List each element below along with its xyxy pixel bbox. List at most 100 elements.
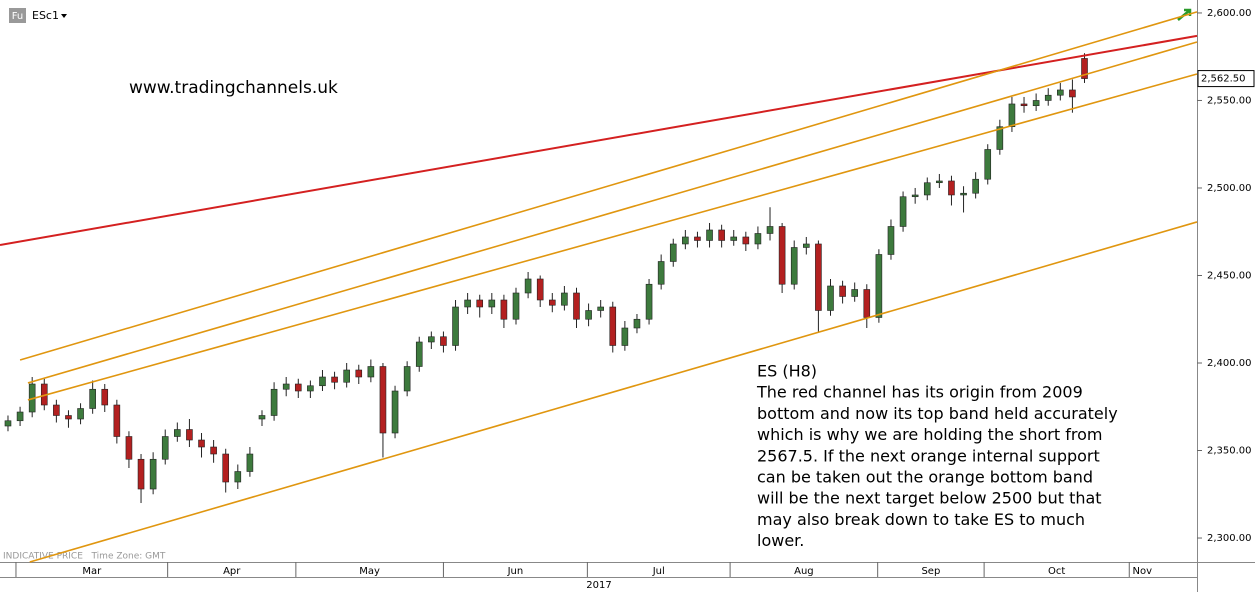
candle-body — [355, 369, 363, 378]
candle-body — [911, 194, 919, 198]
candle-body — [960, 192, 967, 196]
x-tick-label: Mar — [82, 566, 102, 577]
candle-body — [984, 149, 992, 180]
candle-body — [972, 178, 979, 194]
candle-body — [391, 390, 399, 434]
annotation-line: ES (H8) — [757, 362, 817, 381]
trend-line — [27, 73, 1198, 401]
candle-body — [161, 436, 169, 460]
candle-body — [282, 383, 290, 390]
candle-body — [863, 289, 871, 318]
x-tick-label: Apr — [223, 566, 241, 577]
candle-body — [234, 471, 242, 483]
y-tick-label: 2,400.00 — [1207, 358, 1252, 369]
candle-body — [149, 458, 157, 490]
symbol-dropdown[interactable] — [61, 14, 67, 18]
y-tick-label: 2,300.00 — [1207, 533, 1252, 544]
candle-body — [694, 236, 701, 241]
candle-body — [246, 453, 254, 472]
annotation-line: which is why we are holding the short fr… — [757, 425, 1102, 444]
candle-body — [1020, 103, 1028, 107]
y-tick-label: 2,450.00 — [1207, 270, 1252, 281]
candle-body — [827, 285, 834, 311]
symbol-badge: Fu — [12, 11, 24, 22]
candle-body — [488, 299, 496, 308]
y-tick-label: 2,550.00 — [1207, 95, 1252, 106]
candle-body — [1069, 89, 1076, 98]
candle-body — [1057, 89, 1064, 96]
last-price-box — [1197, 70, 1255, 88]
candle-body — [597, 306, 604, 311]
candle-body — [778, 226, 786, 285]
candle-body — [1032, 100, 1040, 107]
x-tick-label: Sep — [921, 566, 940, 577]
candle-body — [609, 306, 617, 346]
annotation-line: bottom and now its top band held accurat… — [757, 404, 1118, 423]
candle-body — [198, 439, 205, 448]
trend-line — [29, 221, 1198, 563]
candle-body — [101, 388, 109, 406]
x-tick-label: Aug — [794, 566, 814, 577]
candle-body — [899, 196, 907, 227]
candle-body — [561, 292, 568, 306]
candle-body — [1008, 103, 1016, 128]
candle-body — [452, 306, 459, 346]
candle-body — [766, 226, 774, 234]
candle-body — [258, 415, 266, 420]
candle-body — [815, 243, 822, 311]
annotation-line: 2567.5. If the next orange internal supp… — [757, 446, 1100, 465]
candle-body — [331, 376, 338, 383]
candle-body — [186, 429, 193, 441]
candle-body — [536, 278, 544, 301]
candle-body — [403, 366, 411, 392]
candle-body — [742, 236, 750, 245]
year-label: 2017 — [586, 580, 611, 591]
candle-body — [77, 408, 84, 420]
annotation-line: The red channel has its origin from 2009 — [756, 383, 1083, 402]
candle-body — [174, 429, 181, 437]
candle-body — [1044, 94, 1052, 101]
candle-body — [476, 299, 484, 308]
candle-body — [367, 366, 375, 378]
symbol-badge-box — [9, 8, 26, 23]
candle-body — [839, 285, 846, 297]
candle-body — [500, 299, 508, 320]
candle-body — [996, 126, 1004, 150]
annotation-line: will be the next target below 2500 but t… — [757, 489, 1102, 508]
trend-line — [19, 11, 1198, 361]
candle-body — [307, 385, 314, 392]
candle-body — [718, 229, 725, 241]
candle-body — [875, 254, 883, 318]
annotation-line: can be taken out the orange bottom band — [757, 468, 1093, 487]
candle-body — [65, 415, 72, 420]
candle-body — [343, 369, 350, 383]
candle-body — [524, 278, 532, 294]
annotation-line: may also break down to take ES to much — [757, 510, 1085, 529]
y-tick-label: 2,500.00 — [1207, 183, 1252, 194]
candle-body — [113, 404, 121, 437]
y-tick-label: 2,600.00 — [1207, 8, 1252, 19]
x-tick-label: Jun — [507, 566, 524, 577]
candle-body — [706, 229, 713, 241]
candle-body — [4, 420, 12, 427]
footer-note: INDICATIVE PRICE Time Zone: GMT — [3, 552, 166, 562]
candle-body — [222, 453, 230, 483]
candle-body — [125, 436, 133, 460]
candle-body — [137, 458, 145, 490]
candle-body — [512, 292, 520, 320]
candle-body — [440, 336, 447, 346]
x-tick-label: May — [359, 566, 380, 577]
candle-body — [730, 236, 738, 241]
candle-body — [657, 261, 665, 285]
candle-body — [633, 318, 641, 329]
candle-body — [754, 233, 762, 245]
candle-body — [948, 180, 955, 196]
candle-body — [645, 283, 653, 320]
x-tick-label: Oct — [1048, 566, 1065, 577]
y-tick-label: 2,350.00 — [1207, 446, 1252, 457]
candle-body — [851, 289, 858, 297]
candle-body — [428, 336, 435, 343]
x-tick-label: Nov — [1132, 566, 1152, 577]
candle-body — [682, 236, 689, 245]
